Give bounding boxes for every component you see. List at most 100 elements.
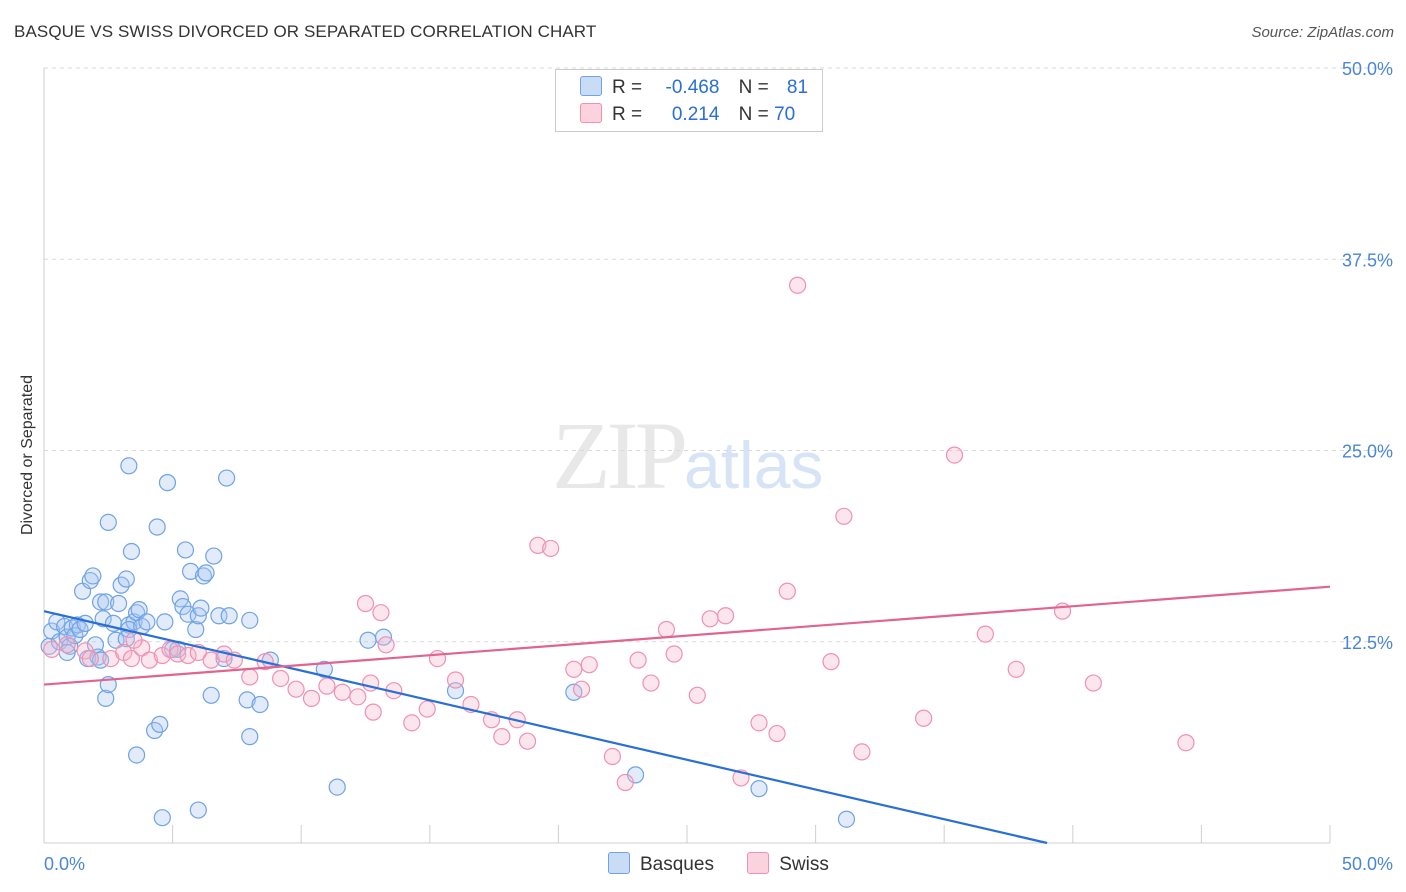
watermark: ZIPatlas [552,400,823,511]
swiss-point [81,649,99,668]
legend-row-swiss: R = 0.214 N = 70 [580,103,808,126]
basques-point [99,513,117,532]
basques-trend-line [43,610,1048,845]
swiss-point [418,700,436,718]
swiss-point [372,604,390,622]
swiss-point [822,653,840,671]
series-legend: Basques Swiss [608,852,857,876]
basques-point [109,594,128,613]
basques-point [148,518,166,536]
legend-r-value: 0.214 [671,104,720,125]
swiss-point [377,636,395,654]
swiss-point [701,610,719,628]
basques-point [220,607,238,625]
basques-point [328,778,346,796]
swiss-point [318,677,336,695]
legend-r-label: R = [612,77,643,98]
swiss-point [518,732,537,750]
swiss-point [529,536,547,554]
swiss-point [616,773,634,792]
swiss-point [580,656,598,674]
x-tick-label: 50.0% [1342,854,1393,874]
swiss-swatch [580,103,602,123]
basques-point [359,631,377,649]
basques-point [205,547,223,565]
swiss-point [302,689,321,707]
legend-n-label: N = [738,77,769,98]
legend-n-value: 70 [774,104,796,125]
basques-point [750,780,768,798]
basques-swatch [580,76,602,96]
legend-n-value: 81 [786,77,809,98]
swiss-point [333,683,351,701]
swiss-legend-swatch [747,852,770,874]
basques-point [151,715,169,733]
y-tick-label: 12.5% [1342,633,1393,653]
basques-point [241,728,259,746]
basques-point [218,469,236,487]
legend-r-value: -0.468 [665,77,720,98]
swiss-point [642,674,660,692]
basques-point [97,689,115,707]
swiss-point [493,728,511,746]
correlation-legend: R = -0.468 N = 81 R = 0.214 N = 70 [555,69,823,132]
swiss-point [43,640,61,659]
swiss-point [272,669,290,688]
swiss-point [542,539,560,558]
swiss-point [788,276,807,294]
swiss-point [446,671,465,689]
basques-point [122,542,141,561]
swiss-point [241,668,259,686]
swiss-point [665,645,683,663]
swiss-point [716,607,735,625]
swiss-point [364,703,382,721]
swiss-point [657,620,676,639]
swiss-point [1007,660,1025,678]
basques-point [176,541,195,559]
basques-point [158,474,177,492]
swiss-point [768,724,786,743]
basques-point [202,686,220,704]
legend-item-swiss: Swiss [747,852,829,876]
basques-point [97,593,115,611]
basques-point [241,611,259,629]
swiss-point [428,649,447,668]
swiss-point [778,582,796,600]
basques-point [197,564,215,582]
swiss-point [853,743,871,761]
legend-r-label: R = [612,104,643,125]
legend-item-basques: Basques [608,852,714,876]
swiss-point [945,446,964,464]
basques-point [192,599,210,617]
swiss-point [122,649,141,668]
watermark-zip: ZIP [552,402,688,509]
swiss-point [287,680,305,698]
basques-point [76,614,94,632]
basques-point [251,695,269,714]
basques-point [156,613,174,631]
swiss-trend-line [43,585,1331,686]
swiss-point [349,688,367,706]
swiss-point [565,660,583,678]
basques-point [189,801,207,819]
y-tick-label: 25.0% [1342,442,1393,462]
swiss-point [688,686,706,704]
source-label: Source: ZipAtlas.com [1251,24,1394,41]
swiss-point [179,646,197,665]
swiss-point [1177,734,1195,752]
basques-point [81,571,99,590]
swiss-point [403,714,421,732]
swiss-point [356,594,375,613]
basques-point [127,746,146,764]
swiss-legend-label: Swiss [779,854,829,875]
basques-point [117,570,135,588]
watermark-atlas: atlas [684,428,824,502]
basques-legend-label: Basques [640,854,714,875]
swiss-point [125,631,143,649]
swiss-point [835,507,853,525]
basques-point [837,810,856,828]
basques-point [187,620,205,639]
basques-point [194,567,213,585]
basques-point [138,613,156,631]
